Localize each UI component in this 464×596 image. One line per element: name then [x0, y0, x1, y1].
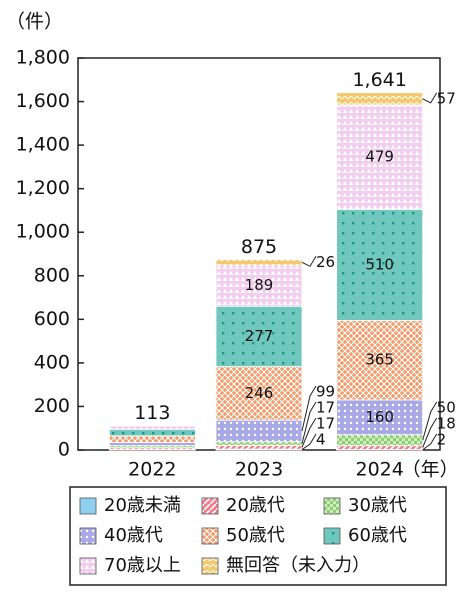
value-label: 26: [316, 253, 335, 271]
legend-label: 無回答（未入力）: [226, 555, 370, 576]
y-tick-label: 1,200: [16, 177, 70, 199]
y-tick-label: 600: [34, 308, 70, 330]
value-label: 479: [365, 148, 394, 166]
y-tick-label: 1,800: [16, 47, 70, 69]
legend-label: 20歳代: [226, 495, 285, 516]
bar-segment: [109, 426, 195, 429]
y-tick-label: 400: [34, 351, 70, 373]
bar-segment: [337, 435, 423, 446]
bar-segment: [109, 436, 195, 443]
x-tick-label: 2022: [128, 459, 176, 481]
legend-label: 30歳代: [348, 495, 407, 516]
x-unit: （年）: [402, 459, 459, 481]
legend-label: 50歳代: [226, 525, 285, 546]
y-tick-label: 0: [58, 439, 70, 461]
value-label: 160: [365, 408, 394, 426]
legend-swatch: [202, 528, 218, 544]
bar-segment: [216, 442, 302, 446]
y-tick-label: 800: [34, 264, 70, 286]
bar-segment: [337, 93, 423, 105]
legend-swatch: [80, 528, 96, 544]
y-tick-label: 200: [34, 395, 70, 417]
bar-segment: [109, 425, 195, 426]
leader-line: [423, 93, 437, 103]
legend-swatch: [202, 558, 218, 574]
legend-label: 40歳代: [104, 525, 163, 546]
y-unit: （件）: [6, 11, 63, 33]
bar-segment: [216, 259, 302, 265]
value-label: 277: [245, 327, 274, 345]
y-tick-label: 1,400: [16, 134, 70, 156]
total-label: 113: [134, 402, 170, 424]
value-label: 510: [365, 255, 394, 273]
legend-label: 60歳代: [348, 525, 407, 546]
value-label: 365: [365, 351, 394, 369]
bar-segment: [216, 420, 302, 442]
y-tick-label: 1,000: [16, 221, 70, 243]
total-label: 875: [241, 236, 277, 258]
legend-swatch: [324, 498, 340, 514]
value-label: 18: [437, 415, 456, 433]
value-label: 17: [316, 415, 335, 433]
legend-swatch: [324, 528, 340, 544]
x-tick-label: 2023: [235, 459, 283, 481]
legend-label: 20歳未満: [104, 495, 181, 516]
legend-swatch: [80, 558, 96, 574]
legend-label: 70歳以上: [104, 555, 181, 576]
leader-line: [302, 256, 316, 266]
bar-segment: [109, 442, 195, 445]
x-tick-label: 2024: [355, 459, 403, 481]
value-label: 57: [437, 89, 456, 107]
leader-line: [302, 386, 316, 431]
legend-swatch: [202, 498, 218, 514]
value-label: 2: [437, 431, 447, 449]
y-tick-label: 1,600: [16, 90, 70, 112]
legend-swatch: [80, 498, 96, 514]
value-label: 246: [245, 384, 274, 402]
value-label: 189: [245, 276, 274, 294]
bar-segment: [337, 446, 423, 450]
value-label: 17: [316, 399, 335, 417]
total-label: 1,641: [352, 69, 406, 91]
value-label: 4: [316, 431, 326, 449]
bar-segment: [216, 445, 302, 449]
value-label: 99: [316, 383, 335, 401]
bar-segment: [109, 429, 195, 436]
value-label: 50: [437, 399, 456, 417]
